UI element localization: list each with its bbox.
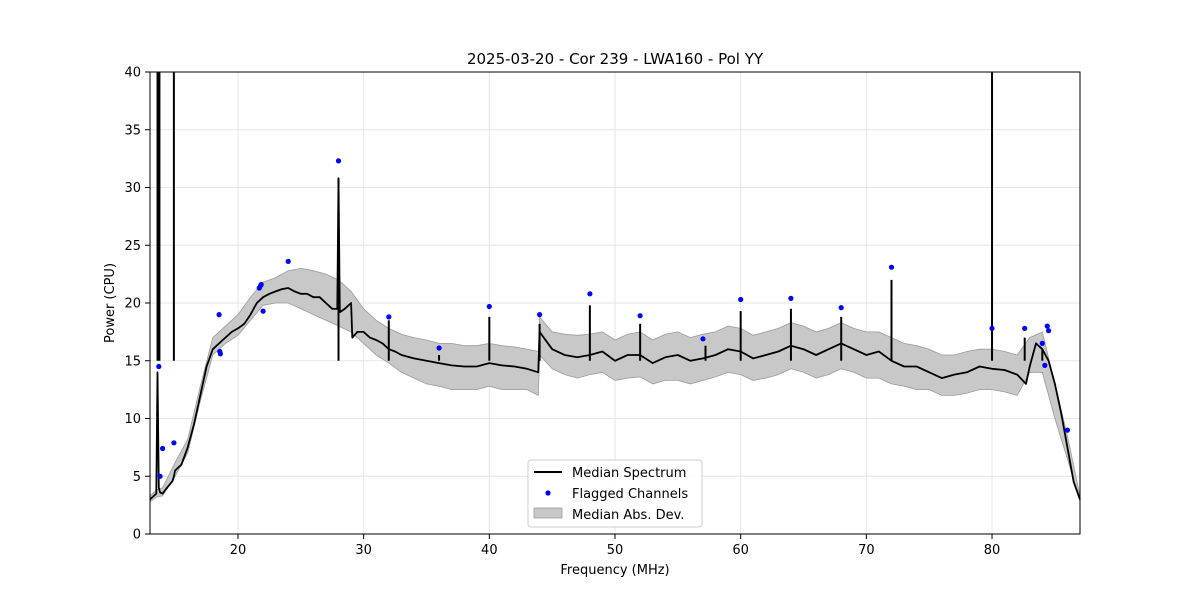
- flagged-point: [788, 295, 794, 301]
- flagged-point: [888, 264, 895, 270]
- x-axis-label: Frequency (MHz): [560, 563, 669, 578]
- x-tick-label: 80: [984, 543, 1001, 558]
- flagged-point: [486, 303, 492, 310]
- y-tick-label: 25: [124, 239, 141, 254]
- flagged-point: [260, 308, 266, 314]
- flagged-point: [156, 363, 162, 370]
- flagged-point: [1022, 325, 1028, 331]
- median-spectrum-line: [149, 177, 1081, 501]
- flagged-point: [285, 258, 291, 264]
- x-tick-label: 30: [355, 543, 372, 558]
- chart-title: 2025-03-20 - Cor 239 - LWA160 - Pol YY: [467, 50, 764, 68]
- legend-flagged-swatch: [545, 490, 551, 496]
- y-axis-label: Power (CPU): [103, 263, 118, 343]
- flagged-point: [537, 312, 543, 318]
- flagged-points-layer: [156, 158, 1070, 479]
- y-tick-label: 20: [124, 297, 141, 312]
- flagged-point: [989, 325, 995, 331]
- y-axis-ticks: 0 5 10 15 20 25 30 35 40: [124, 66, 150, 543]
- legend: Median Spectrum Flagged Channels Median …: [527, 459, 703, 528]
- y-tick-label: 30: [124, 181, 141, 196]
- flagged-point: [217, 351, 223, 357]
- flagged-point: [1044, 323, 1050, 329]
- legend-box: [527, 459, 703, 528]
- x-tick-label: 20: [230, 543, 247, 558]
- flagged-point: [1064, 427, 1070, 433]
- x-axis-ticks: 20 30 40 50 60 70 80: [230, 534, 1001, 558]
- flagged-point: [216, 312, 222, 318]
- flagged-point: [738, 296, 744, 303]
- flagged-point: [700, 336, 706, 342]
- flagged-point: [637, 313, 643, 319]
- y-tick-label: 35: [124, 123, 141, 138]
- x-tick-label: 50: [607, 543, 624, 558]
- y-tick-label: 15: [124, 354, 141, 369]
- legend-flagged-label: Flagged Channels: [572, 487, 688, 502]
- flagged-point: [587, 291, 593, 297]
- x-tick-label: 70: [858, 543, 875, 558]
- y-tick-label: 0: [133, 528, 141, 543]
- x-tick-label: 60: [732, 543, 749, 558]
- flagged-point: [335, 158, 342, 164]
- flagged-point: [171, 440, 177, 446]
- flagged-point: [258, 281, 264, 288]
- x-tick-label: 40: [481, 543, 498, 558]
- flagged-point: [157, 473, 163, 479]
- legend-mad-label: Median Abs. Dev.: [572, 508, 684, 523]
- flagged-point: [386, 314, 392, 320]
- y-tick-label: 40: [124, 66, 141, 81]
- legend-median-label: Median Spectrum: [572, 466, 686, 481]
- legend-mad-swatch: [533, 507, 563, 519]
- flagged-point: [838, 305, 844, 311]
- flagged-point: [1042, 362, 1048, 368]
- flagged-point: [1046, 328, 1052, 334]
- flagged-point: [160, 445, 166, 452]
- flagged-point: [1039, 340, 1045, 346]
- median-line-layer: [149, 72, 1081, 501]
- y-tick-label: 5: [133, 470, 141, 485]
- flagged-point: [436, 345, 442, 351]
- y-tick-label: 10: [124, 412, 141, 427]
